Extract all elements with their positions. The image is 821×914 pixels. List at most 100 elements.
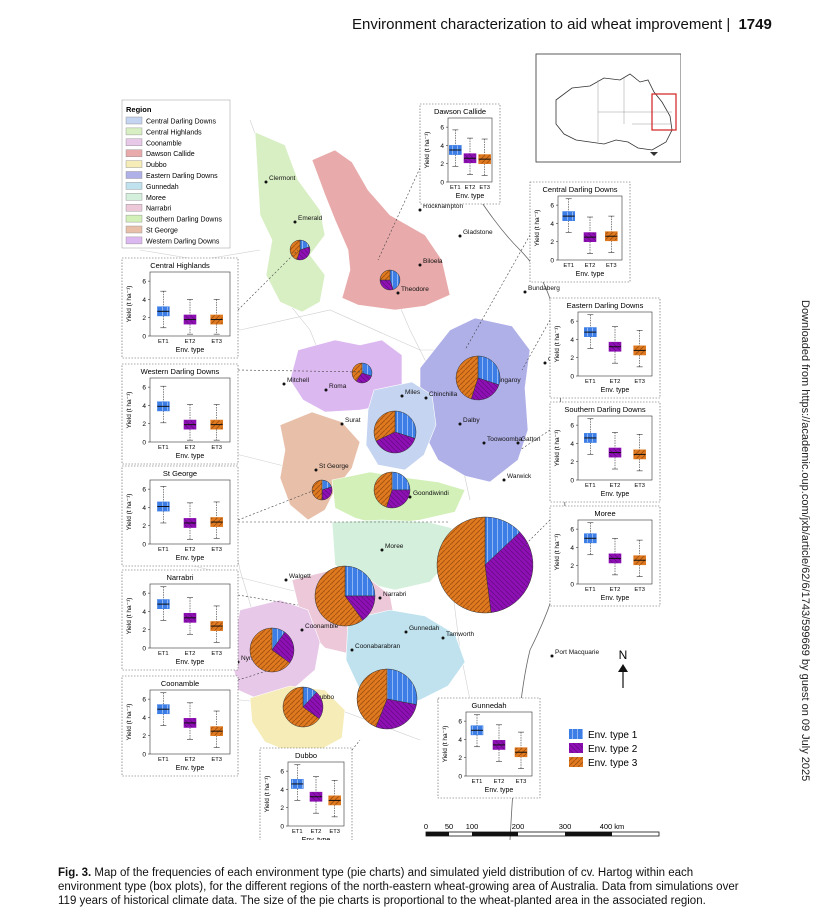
boxplot-panel-dubbo: Dubbo 0 2 4 6 Yield (t ha⁻¹) ET1 ET2 ET3 Env. typ… [259, 747, 353, 840]
town-label-roma: Roma [329, 383, 347, 390]
town-label-rockhampton: Rockhampton [423, 203, 463, 210]
town-label-gladstone: Gladstone [463, 229, 493, 236]
town-dot-emerald [293, 220, 297, 224]
boxplot-title-narrabri: Narrabri [166, 573, 193, 582]
boxplot-ytick-southern-darling-downs-0: 0 [570, 478, 574, 485]
boxplot-ytick-narrabri-0: 0 [142, 646, 146, 653]
boxplot-xlabel-eastern-darling-downs: Env. type [601, 387, 630, 394]
boxplot-xtick-st-george-et1: ET1 [158, 547, 169, 553]
boxplot-ytick-central-darling-downs-0: 0 [550, 258, 554, 265]
boxplot-xtick-eastern-darling-downs-et2: ET2 [610, 379, 621, 385]
town-dot-walgett [284, 578, 288, 582]
boxplot-xtick-southern-darling-downs-et1: ET1 [585, 483, 596, 489]
pie-slice-eastern-darling-downs-et3 [455, 355, 479, 400]
boxplot-ytick-gunnedah-2: 2 [458, 755, 462, 762]
legend-label-central-darling-downs: Central Darling Downs [146, 119, 217, 126]
pie-slice-eastern-darling-downs-et1 [477, 355, 501, 386]
boxplot-xtick-narrabri-et2: ET2 [185, 651, 196, 657]
boxplot-ylabel-gunnedah: Yield (t ha⁻¹) [442, 726, 449, 763]
figure-map: Clermont Emerald Rockhampton Gladstone Biloe… [120, 53, 681, 840]
boxplot-ytick-western-darling-downs-0: 0 [142, 440, 146, 447]
north-arrow: N [618, 648, 628, 688]
boxplot-xtick-moree-et2: ET2 [610, 587, 621, 593]
caption-text: Map of the frequencies of each environme… [58, 867, 739, 907]
boxplot-ytick-moree-4: 4 [570, 545, 574, 552]
town-label-st-george: St George [319, 463, 349, 470]
boxplot-ylabel-western-darling-downs: Yield (t ha⁻¹) [126, 392, 133, 429]
boxplot-xlabel-southern-darling-downs: Env. type [601, 491, 630, 498]
boxplot-ytick-dawson-callide-2: 2 [440, 161, 444, 168]
boxplot-ytick-southern-darling-downs-2: 2 [570, 459, 574, 466]
pie-gunnedah [356, 668, 418, 730]
boxplot-xlabel-dawson-callide: Env. type [456, 193, 485, 200]
env-type-legend: Env. type 1 Env. type 2 Env. type 3 [569, 729, 638, 769]
boxplot-ytick-dawson-callide-0: 0 [440, 180, 444, 187]
boxplot-panel-narrabri: Narrabri 0 2 4 6 Yield (t ha⁻¹) ET1 ET2 ET3 Env. … [121, 569, 239, 671]
boxplot-ytick-gunnedah-0: 0 [458, 774, 462, 781]
boxplot-xtick-coonamble-et3: ET3 [211, 757, 222, 763]
legend-label-dubbo: Dubbo [146, 162, 167, 169]
boxplot-title-eastern-darling-downs: Eastern Darling Downs [567, 301, 644, 310]
town-label-walgett: Walgett [289, 573, 311, 580]
boxplot-title-st-george: St George [163, 469, 197, 478]
boxplot-panel-st-george: St George 0 2 4 6 Yield (t ha⁻¹) ET1 ET2 ET3 Env.… [121, 465, 239, 567]
boxplot-xtick-central-darling-downs-et3: ET3 [606, 263, 617, 269]
env-type-1-label: Env. type 1 [588, 730, 638, 741]
env-type-2-label: Env. type 2 [588, 744, 638, 755]
header-separator: | [726, 16, 731, 33]
boxplot-ytick-coonamble-6: 6 [142, 697, 146, 704]
legend-label-western-darling-downs: Western Darling Downs [146, 238, 220, 245]
boxplot-title-southern-darling-downs: Southern Darling Downs [564, 405, 646, 414]
legend-swatch-gunnedah [125, 182, 143, 190]
pie-slice-central-darling-downs-et2 [375, 431, 416, 454]
pie-dubbo [282, 686, 324, 728]
pie-slice-coonamble-et2 [271, 631, 295, 664]
boxplot-xtick-eastern-darling-downs-et3: ET3 [634, 379, 645, 385]
boxplot-panel-western-darling-downs: Western Darling Downs 0 2 4 6 Yield (t ha⁻¹) E… [121, 363, 239, 465]
town-markers: Clermont Emerald Rockhampton Gladstone Biloe… [236, 175, 599, 703]
boxplot-ytick-western-darling-downs-4: 4 [142, 403, 146, 410]
town-dot-dalby [458, 422, 462, 426]
boxplot-ytick-western-darling-downs-2: 2 [142, 421, 146, 428]
boxplot-frame-dubbo [259, 747, 353, 840]
boxplot-title-dubbo: Dubbo [295, 751, 317, 760]
town-dot-st-george [314, 468, 318, 472]
legend-label-eastern-darling-downs: Eastern Darling Downs [146, 173, 218, 180]
boxplot-xtick-gunnedah-et1: ET1 [472, 779, 483, 785]
env-type-3-label: Env. type 3 [588, 758, 638, 769]
town-label-goondiwindi: Goondiwindi [413, 490, 449, 497]
pie-slice-central-highlands-et3 [289, 239, 301, 260]
region-legend: Region Central Darling Downs Central High… [121, 99, 231, 249]
boxplot-ytick-st-george-6: 6 [142, 487, 146, 494]
pie-slice-dubbo-et3 [282, 686, 320, 728]
pie-st-george [311, 479, 333, 501]
boxplot-ytick-st-george-4: 4 [142, 505, 146, 512]
legend-swatch-dawson-callide [125, 149, 143, 157]
town-label-surat: Surat [345, 417, 361, 424]
boxplot-xlabel-dubbo: Env. type [302, 837, 331, 840]
town-dot-clermont [264, 180, 268, 184]
legend-swatch-narrabri [125, 203, 143, 212]
boxplot-xtick-moree-et3: ET3 [634, 587, 645, 593]
pie-eastern-darling-downs [455, 355, 501, 401]
pie-narrabri [314, 565, 376, 627]
boxplot-xtick-central-darling-downs-et1: ET1 [563, 263, 574, 269]
boxplot-title-western-darling-downs: Western Darling Downs [141, 367, 220, 376]
pie-central-darling-downs [373, 410, 417, 454]
legend-swatch-central-highlands [125, 127, 143, 136]
scale-tick-4: 300 [559, 822, 572, 831]
env-type-2-swatch [569, 743, 583, 753]
boxplot-ytick-narrabri-2: 2 [142, 627, 146, 634]
boxplot-xtick-central-highlands-et3: ET3 [211, 339, 222, 345]
running-title: Environment characterization to aid whea… [352, 16, 723, 33]
scale-tick-2: 100 [466, 822, 479, 831]
boxplot-frame-central-highlands [121, 257, 239, 359]
town-label-dalby: Dalby [463, 417, 480, 424]
boxplot-ylabel-central-darling-downs: Yield (t ha⁻¹) [534, 210, 541, 247]
town-label-gatton: Gatton [521, 436, 541, 443]
town-dot-mitchell [282, 382, 286, 386]
boxplot-title-coonamble: Coonamble [161, 679, 199, 688]
boxplot-xlabel-narrabri: Env. type [176, 659, 205, 666]
pie-slice-dawson-callide-et3 [379, 269, 391, 281]
